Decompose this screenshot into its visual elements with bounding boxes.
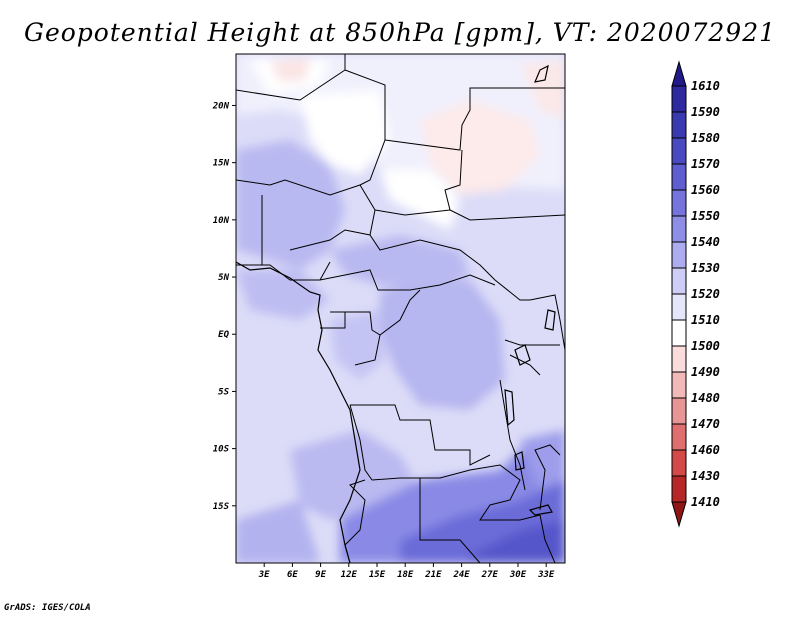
- colorbar-swatch: [671, 189, 687, 217]
- colorbar-top-arrow: [671, 60, 687, 87]
- colorbar-label: 1430: [691, 469, 720, 483]
- grads-credit: GrADS: IGES/COLA: [4, 603, 91, 613]
- colorbar-swatch: [671, 137, 687, 165]
- y-tick-label: 5N: [218, 273, 229, 283]
- colorbar-swatch: [671, 423, 687, 451]
- colorbar-swatch: [671, 163, 687, 191]
- colorbar-swatch: [671, 345, 687, 373]
- x-tick-label: 24E: [452, 570, 470, 580]
- colorbar-label: 1560: [691, 183, 720, 197]
- coastlines: [236, 64, 556, 563]
- y-tick-label: EQ: [218, 330, 229, 340]
- x-axis: 3E 6E 9E 12E 15E 18E 21E 24E 27E 30E 33E: [258, 563, 555, 580]
- colorbar-swatch: [671, 449, 687, 477]
- y-tick-label: 5S: [218, 387, 229, 397]
- colorbar-swatch: [671, 215, 687, 243]
- colorbar-swatch: [671, 371, 687, 399]
- colorbar: 1610 1590 1580 1570 1560 1550 1540 1530 1520 1510…: [671, 60, 720, 528]
- x-tick-label: 15E: [369, 570, 386, 580]
- colorbar-swatch: [671, 85, 687, 113]
- colorbar-label: 1470: [691, 417, 720, 431]
- chart-title: Geopotential Height at 850hPa [gpm], VT:…: [23, 18, 777, 47]
- colorbar-label: 1410: [691, 495, 720, 509]
- x-tick-label: 30E: [509, 570, 527, 580]
- colorbar-swatch: [671, 293, 687, 321]
- colorbar-label: 1490: [691, 365, 720, 379]
- colorbar-bottom-arrow: [671, 501, 687, 528]
- colorbar-label: 1610: [691, 79, 720, 93]
- colorbar-swatch: [671, 111, 687, 139]
- colorbar-swatch: [671, 267, 687, 295]
- colorbar-swatch: [671, 319, 687, 347]
- y-tick-label: 10S: [213, 445, 230, 455]
- x-tick-label: 27E: [481, 570, 499, 580]
- x-tick-label: 6E: [287, 570, 298, 580]
- colorbar-swatch: [671, 241, 687, 269]
- x-tick-label: 33E: [537, 570, 555, 580]
- y-axis: 20N 15N 10N 5N EQ 5S 10S 15S: [212, 101, 236, 512]
- colorbar-label: 1590: [691, 105, 720, 119]
- country-borders: [236, 54, 565, 563]
- x-tick-label: 21E: [424, 570, 442, 580]
- colorbar-label: 1500: [691, 339, 720, 353]
- colorbar-label: 1530: [691, 261, 720, 275]
- colorbar-label: 1540: [691, 235, 720, 249]
- colorbar-label: 1550: [691, 209, 720, 223]
- colorbar-label: 1580: [691, 131, 720, 145]
- map-field: [236, 54, 565, 563]
- colorbar-swatch: [671, 475, 687, 503]
- plot-frame: [235, 53, 566, 564]
- colorbar-label: 1480: [691, 391, 720, 405]
- y-tick-label: 15N: [213, 159, 230, 169]
- colorbar-label: 1520: [691, 287, 720, 301]
- y-tick-label: 20N: [212, 101, 230, 111]
- colorbar-label: 1570: [691, 157, 720, 171]
- colorbar-label: 1510: [691, 313, 720, 327]
- y-tick-label: 15S: [213, 502, 230, 512]
- x-tick-label: 3E: [258, 570, 270, 580]
- x-tick-label: 9E: [315, 570, 326, 580]
- x-tick-label: 12E: [341, 570, 358, 580]
- colorbar-label: 1460: [691, 443, 720, 457]
- y-tick-label: 10N: [213, 216, 230, 226]
- x-tick-label: 18E: [397, 570, 414, 580]
- colorbar-swatch: [671, 397, 687, 425]
